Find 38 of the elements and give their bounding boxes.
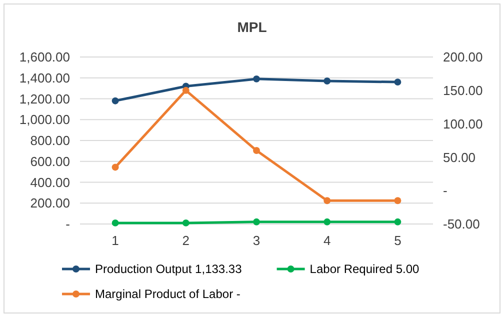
point xyxy=(253,75,260,82)
legend-label: Labor Required 5.00 xyxy=(310,262,420,276)
y2-tick-label: 50.00 xyxy=(443,150,476,165)
x-tick-label: 3 xyxy=(252,233,260,248)
y-tick-label: 1,000.00 xyxy=(19,112,70,128)
y-tick-label: 800.00 xyxy=(30,133,70,148)
point xyxy=(182,219,190,226)
y-tick-label: 1,600.00 xyxy=(19,50,70,65)
y2-tick-label: 200.00 xyxy=(443,50,483,65)
x-tick-label: 2 xyxy=(182,233,190,248)
point xyxy=(324,197,331,204)
y-tick-label: 600.00 xyxy=(30,154,70,169)
y-tick-label: 400.00 xyxy=(30,174,70,190)
y-tick-label: 1,400.00 xyxy=(19,70,70,86)
y2-tick-label: 100.00 xyxy=(443,116,483,132)
y-tick-label: 1,200.00 xyxy=(19,91,70,106)
point xyxy=(112,97,119,104)
point xyxy=(112,164,119,171)
point xyxy=(324,78,331,84)
legend-label: Marginal Product of Labor - xyxy=(95,287,240,302)
point xyxy=(253,147,260,154)
y-tick-label: 200.00 xyxy=(30,196,70,211)
point xyxy=(253,218,260,226)
point xyxy=(394,197,402,204)
legend-label: Production Output 1,133.33 xyxy=(95,262,242,276)
x-tick-label: 5 xyxy=(394,233,402,248)
point xyxy=(394,218,402,226)
point xyxy=(324,218,331,226)
y2-tick-label: 150.00 xyxy=(443,82,483,98)
x-tick-label: 4 xyxy=(323,233,331,248)
x-tick-label: 1 xyxy=(112,233,119,248)
y2-tick-label: -50.00 xyxy=(443,216,480,232)
y2-tick-label: - xyxy=(443,183,448,198)
chart-title: MPL xyxy=(237,19,268,35)
point xyxy=(182,86,190,94)
point xyxy=(112,219,119,226)
point xyxy=(394,78,402,86)
y-tick-label: - xyxy=(66,216,70,232)
